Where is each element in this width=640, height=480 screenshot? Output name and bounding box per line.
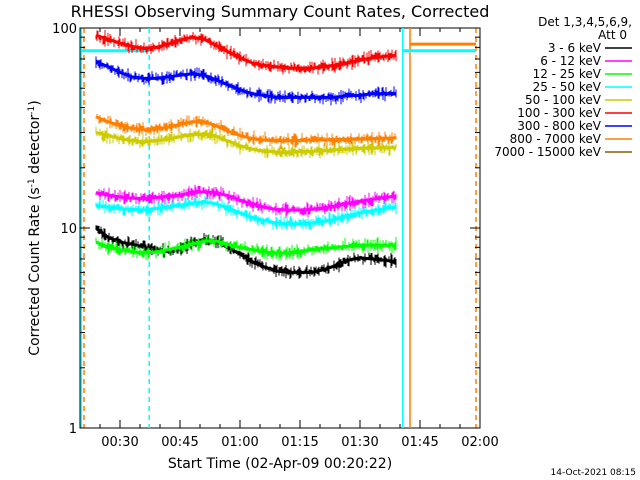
- series-noise: [95, 126, 397, 159]
- series-noise: [95, 29, 397, 75]
- series-1: [95, 184, 397, 218]
- legend-label: 300 - 800 keV: [517, 119, 601, 133]
- y-tick-label: 10: [60, 222, 77, 237]
- series-7: [95, 113, 397, 150]
- plot-series-group: [95, 29, 397, 279]
- legend-label: 7000 - 15000 keV: [494, 145, 601, 159]
- y-axis-label-superscript-1: -1: [27, 178, 37, 187]
- legend-header-line-1: Det 1,3,4,5,6,9,: [538, 15, 632, 29]
- legend-label: 800 - 7000 keV: [510, 132, 602, 146]
- series-4: [95, 126, 397, 159]
- series-noise: [95, 195, 397, 231]
- series-noise: [95, 184, 397, 218]
- x-tick-label: 01:15: [281, 435, 318, 450]
- footer-timestamp: 14-Oct-2021 08:15: [551, 468, 636, 478]
- series-noise: [95, 233, 397, 261]
- legend-header-line-2: Att 0: [598, 28, 627, 42]
- series-noise: [95, 56, 397, 106]
- y-axis-label-end: ): [27, 100, 43, 105]
- x-tick-label: 02:00: [461, 435, 498, 450]
- series-6: [95, 56, 397, 106]
- x-tick-label: 00:30: [101, 435, 138, 450]
- plot-area: [79, 27, 481, 429]
- series-noise: [95, 113, 397, 150]
- chart-title: RHESSI Observing Summary Count Rates, Co…: [71, 2, 490, 21]
- y-tick-label: 100: [52, 22, 77, 37]
- x-axis-label: Start Time (02-Apr-09 00:20:22): [168, 456, 392, 472]
- x-tick-label: 01:45: [401, 435, 438, 450]
- y-tick-label: 1: [69, 422, 77, 437]
- legend-label: 6 - 12 keV: [540, 54, 602, 68]
- x-tick-label: 01:30: [341, 435, 378, 450]
- legend-label: 3 - 6 keV: [548, 41, 602, 55]
- legend-label: 100 - 300 keV: [517, 106, 601, 120]
- x-axis: 00:30 00:45 01:00 01:15 01:30 01:45 02:00: [79, 28, 499, 450]
- series-2: [95, 233, 397, 261]
- legend-label: 12 - 25 keV: [533, 67, 602, 81]
- legend-label: 25 - 50 keV: [533, 80, 602, 94]
- y-axis-label: Corrected Count Rate (s-1 detector-1): [27, 100, 43, 355]
- y-axis-label-main: Corrected Count Rate (s: [27, 187, 43, 355]
- x-tick-label: 01:00: [221, 435, 258, 450]
- y-axis-label-superscript-2: -1: [27, 106, 37, 115]
- x-tick-label: 00:45: [161, 435, 198, 450]
- series-5: [95, 29, 397, 75]
- y-axis: 1 10 100: [52, 22, 480, 437]
- y-axis-label-middle: detector: [27, 115, 43, 179]
- legend-label: 50 - 100 keV: [525, 93, 602, 107]
- series-3: [95, 195, 397, 231]
